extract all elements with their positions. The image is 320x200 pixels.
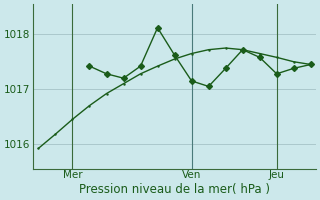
X-axis label: Pression niveau de la mer( hPa ): Pression niveau de la mer( hPa ) [79,183,270,196]
